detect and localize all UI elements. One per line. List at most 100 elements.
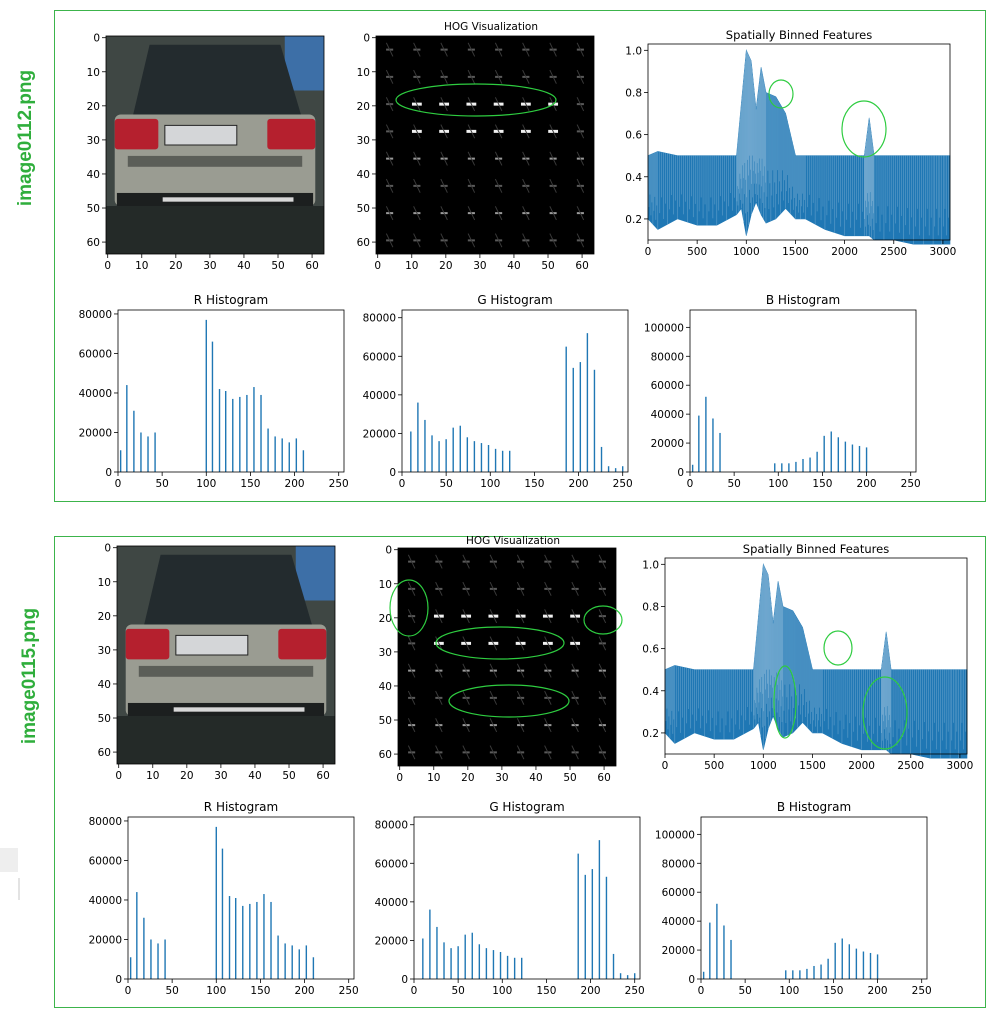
- panel1-spatial-ytick-label: 1.0: [625, 45, 642, 57]
- panel1-hog-axis-xtick-label: 50: [541, 260, 554, 272]
- hog-gradient-mark: [462, 745, 470, 760]
- panel2-b-hist-bar: [813, 965, 815, 979]
- panel1-r-hist-ytick-label: 80000: [79, 309, 112, 321]
- panel1-b-hist-title: B Histogram: [766, 293, 840, 307]
- panel2-spatial-ytick-label: 0.4: [642, 686, 659, 698]
- hog-gradient-mark: [549, 42, 557, 57]
- panel2-car-axis-xtick-label: 60: [316, 770, 329, 782]
- panel1-g-hist-bar: [579, 362, 582, 472]
- panel1-car-car-image: [106, 36, 324, 254]
- result-panel-1: [54, 10, 986, 502]
- hog-gradient-mark: [462, 554, 470, 569]
- panel2-r-hist-xtick-label: 200: [295, 985, 315, 997]
- panel2-car-axis-ytick-label: 30: [98, 645, 111, 657]
- panel1-g-hist-title: G Histogram: [477, 293, 552, 307]
- car-trim-strip: [138, 665, 314, 677]
- panel2-g-hist-bar: [598, 840, 601, 979]
- hog-gradient-mark: [576, 206, 585, 221]
- car-license-plate: [164, 124, 238, 146]
- panel2-g-hist-ytick-label: 60000: [375, 858, 408, 870]
- panel2-b-hist-ytick-label: 100000: [655, 829, 695, 841]
- panel1-g-hist-bar: [607, 466, 610, 472]
- hog-gradient-mark: [598, 663, 607, 678]
- hog-gradient-mark: [494, 42, 503, 57]
- hog-gradient-mark: [571, 554, 579, 569]
- panel1-g-hist-xtick-label: 50: [439, 478, 452, 490]
- hog-gradient-mark: [549, 178, 557, 193]
- panel1-hog-axis-xtick-label: 30: [473, 260, 486, 272]
- hog-gradient-mark: [516, 663, 525, 678]
- panel2-car-axis-ytick-label: 60: [98, 747, 111, 759]
- panel1-r-hist-bar: [295, 438, 298, 472]
- hog-gradient-mark: [598, 745, 607, 760]
- car-trim-strip: [127, 155, 303, 167]
- panel2-r-hist-ytick-label: 80000: [89, 816, 122, 828]
- panel2-r-hist-title: R Histogram: [204, 800, 278, 814]
- panel2-g-hist-bar: [619, 973, 622, 979]
- hog-gradient-mark: [549, 206, 557, 221]
- background-sky: [295, 546, 335, 601]
- hog-gradient-mark: [522, 69, 530, 84]
- panel2-g-hist-bar: [492, 950, 495, 979]
- panel1-g-hist-bar: [509, 450, 511, 472]
- panel2-hog-axis-xtick-label: 0: [396, 772, 403, 784]
- panel1-g-hist-bar: [452, 427, 454, 472]
- hog-gradient-mark: [598, 690, 607, 705]
- panel1-spatial-ytick-label: 0.2: [625, 214, 642, 226]
- panel2-g-hist-bar: [513, 957, 516, 979]
- panel1-r-hist-bar: [225, 391, 227, 472]
- panel1-g-hist-ytick-label: 80000: [363, 313, 396, 325]
- panel1-b-hist-bar: [837, 437, 840, 472]
- panel2-hog-hog-image: [398, 548, 616, 766]
- panel2-r-hist-bar: [136, 892, 138, 979]
- car-left-taillight: [125, 628, 170, 660]
- panel1-car-axis-xtick-label: 40: [237, 260, 250, 272]
- panel1-b-hist-bar: [788, 463, 790, 472]
- hog-gradient-mark: [440, 151, 448, 166]
- panel1-spatial-ytick-label: 0.8: [625, 87, 642, 99]
- panel2-hog-axis-ytick-label: 30: [379, 647, 392, 659]
- panel1-hog-axis-ytick-label: 60: [357, 237, 370, 249]
- panel1-r-hist-bar: [239, 396, 241, 472]
- panel1-g-hist-bar: [438, 441, 440, 472]
- panel1-r-hist-bar: [267, 428, 269, 472]
- panel2-r-hist-bar: [284, 943, 286, 979]
- panel2-car-axis-ytick-label: 0: [104, 543, 111, 555]
- car-rear-window: [132, 44, 303, 119]
- panel1-r-hist-ytick-label: 40000: [79, 388, 112, 400]
- panel1-g-hist-bar: [614, 468, 617, 472]
- panel1-spatial-series-area: [647, 49, 951, 245]
- car-rear-window: [143, 554, 314, 629]
- panel1-g-hist-xtick-label: 150: [524, 478, 544, 490]
- hog-gradient-mark: [516, 690, 525, 705]
- panel1-b-hist-bar: [691, 464, 694, 472]
- panel1-spatial-title: Spatially Binned Features: [726, 28, 872, 42]
- hog-gradient-mark: [440, 97, 448, 112]
- panel1-b-hist-bar: [858, 445, 861, 472]
- panel2-r-hist-xtick-label: 250: [339, 985, 359, 997]
- panel1-r-hist-ytick-label: 0: [105, 467, 112, 479]
- panel1-g-hist-bar: [501, 450, 504, 472]
- hog-gradient-mark: [462, 663, 470, 678]
- hog-gradient-mark: [516, 609, 525, 624]
- panel1-hog-axis-ytick-label: 20: [357, 101, 370, 113]
- panel1-r-hist-bar: [133, 410, 135, 472]
- car-right-taillight: [267, 118, 316, 150]
- panel1-b-hist-bar: [698, 415, 700, 472]
- panel2-car-axis-xtick-label: 0: [115, 770, 122, 782]
- panel1-b-hist-bar: [851, 444, 854, 472]
- panel2-car-axis-ytick-label: 40: [98, 679, 111, 691]
- panel2-b-hist-ytick-label: 60000: [662, 887, 695, 899]
- panel2-b-hist-xtick-label: 100: [779, 985, 799, 997]
- panel1-b-hist-ytick-label: 80000: [651, 351, 684, 363]
- panel1-spatial-xtick-label: 0: [645, 246, 652, 258]
- panel2-b-hist-xtick-label: 50: [738, 985, 751, 997]
- hog-gradient-mark: [544, 718, 552, 733]
- hog-gradient-mark: [467, 42, 476, 57]
- hog-gradient-mark: [522, 97, 530, 112]
- hog-gradient-mark: [544, 609, 552, 624]
- panel1-b-hist-bar: [809, 457, 811, 472]
- hog-gradient-mark: [435, 636, 443, 651]
- hog-gradient-mark: [494, 178, 503, 193]
- panel1-spatial-ytick-label: 0.4: [625, 172, 642, 184]
